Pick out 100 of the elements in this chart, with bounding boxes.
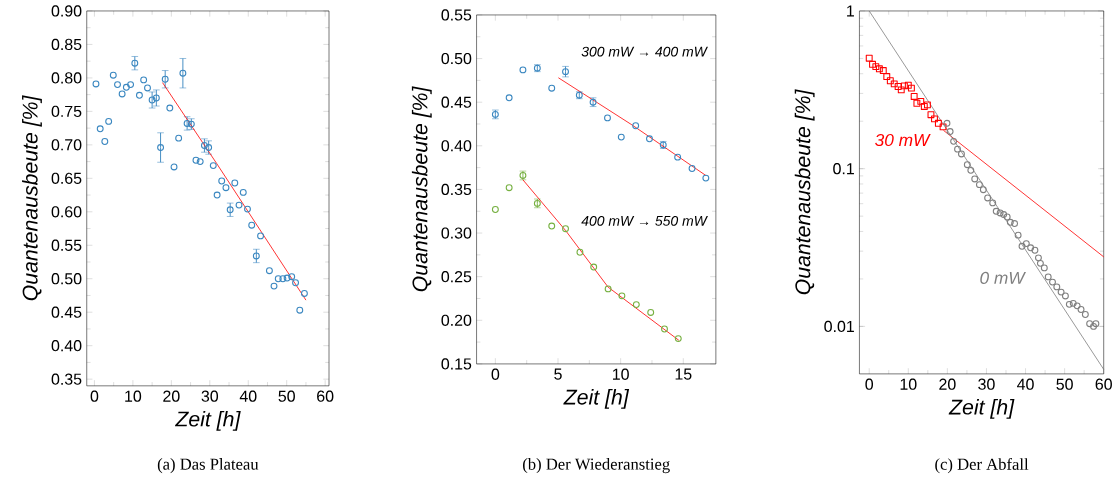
point — [950, 138, 958, 146]
text: (c) Der Abfall — [935, 458, 1029, 474]
point — [1057, 288, 1065, 296]
point — [96, 125, 104, 133]
point — [883, 73, 891, 81]
point — [992, 208, 1000, 215]
y-axis-title: Quantenausbeute [%] — [411, 86, 432, 292]
y-tick-label: 0.60 — [51, 206, 82, 218]
point — [618, 292, 626, 300]
point — [1018, 243, 1026, 250]
y-tick-label: 0.45 — [51, 306, 82, 319]
point — [1040, 264, 1048, 272]
point — [562, 225, 569, 233]
y-tick-label: 0.45 — [441, 96, 472, 109]
y-tick-label: 0.75 — [51, 105, 82, 118]
x-tick-label: 10 — [612, 368, 629, 381]
point — [907, 84, 915, 92]
point — [505, 94, 513, 102]
y-tick-label: 0.65 — [51, 172, 82, 185]
point — [927, 111, 935, 119]
point — [984, 194, 992, 202]
point — [270, 282, 278, 290]
point — [989, 199, 997, 207]
series-label: 0 mW — [980, 272, 1026, 285]
point — [239, 189, 247, 197]
point — [296, 306, 304, 314]
y-tick-label: 0.35 — [441, 184, 472, 196]
x-tick-label: 50 — [1056, 378, 1073, 391]
point — [904, 82, 912, 89]
point — [231, 179, 239, 187]
point — [279, 275, 287, 283]
point — [257, 232, 265, 240]
x-tick-label: 20 — [163, 390, 180, 403]
y-tick-label: 0.40 — [441, 140, 472, 152]
x-tick-label: 30 — [978, 378, 995, 391]
point — [265, 267, 273, 275]
point — [226, 206, 234, 214]
series-label: 30 mW — [875, 134, 931, 147]
x-tick-label: 40 — [239, 390, 257, 403]
point — [144, 84, 151, 92]
point — [1031, 247, 1039, 254]
x-tick-label: 10 — [900, 378, 917, 391]
point — [1000, 211, 1008, 219]
point — [1069, 300, 1077, 308]
y-tick-label: 0.90 — [51, 5, 82, 17]
point — [875, 65, 883, 73]
point — [1022, 240, 1030, 248]
x-tick-label: 0 — [90, 390, 99, 403]
point — [1034, 254, 1042, 262]
point — [910, 93, 918, 101]
point — [135, 92, 143, 99]
y-tick-label: 0.80 — [51, 72, 82, 84]
point — [192, 157, 200, 164]
y-tick-label: 0.1 — [833, 163, 854, 175]
point — [674, 335, 682, 343]
y-tick-label: 0.01 — [824, 320, 854, 333]
point — [979, 186, 987, 194]
point — [548, 222, 556, 230]
point — [879, 67, 887, 75]
point — [213, 191, 221, 199]
y-tick-label: 0.70 — [51, 139, 82, 151]
point — [1036, 260, 1044, 268]
point — [702, 174, 710, 182]
point — [900, 82, 908, 90]
x-axis-title: Zeit [h] — [563, 389, 630, 410]
point — [1086, 320, 1094, 328]
x-axis-title: Zeit [h] — [948, 399, 1015, 420]
point — [1003, 213, 1011, 221]
point — [166, 104, 174, 112]
point — [1014, 231, 1022, 239]
point — [954, 145, 961, 153]
point — [890, 80, 898, 88]
point — [647, 309, 655, 317]
point — [604, 285, 612, 293]
point — [1053, 283, 1061, 291]
point — [996, 209, 1004, 217]
point — [646, 135, 653, 143]
point — [1049, 278, 1056, 286]
point — [894, 83, 902, 91]
point — [946, 128, 954, 136]
point — [196, 158, 204, 166]
point — [505, 184, 513, 192]
annotation: 400 mW → 550 mW — [581, 216, 708, 226]
point — [118, 90, 126, 98]
point — [105, 118, 113, 126]
point — [288, 273, 296, 281]
point — [963, 161, 971, 169]
annotation: 300 mW → 400 mW — [581, 46, 708, 57]
point — [590, 263, 598, 271]
text: (a) Das Plateau — [157, 458, 259, 474]
y-tick-label: 1 — [847, 5, 854, 17]
y-tick-label: 0.30 — [441, 227, 472, 239]
point — [248, 221, 256, 229]
x-tick-label: 0 — [865, 378, 874, 391]
point — [274, 275, 282, 283]
point — [1090, 323, 1097, 331]
point — [170, 163, 178, 171]
x-tick-label: 60 — [317, 390, 334, 403]
point — [632, 301, 640, 309]
x-tick-label: 0 — [491, 368, 500, 381]
